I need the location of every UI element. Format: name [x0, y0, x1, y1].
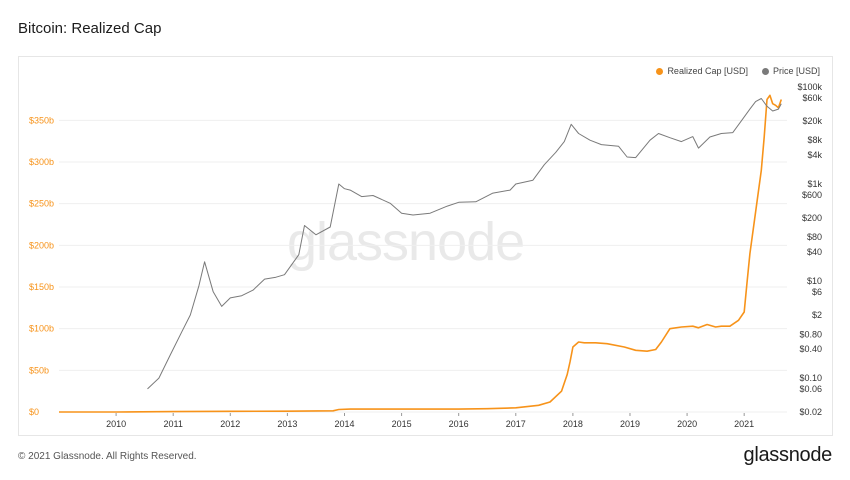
y-right-tick-label: $60k — [802, 93, 822, 103]
legend-label-price: Price [USD] — [772, 66, 820, 76]
y-right-tick-label: $40 — [807, 247, 822, 257]
legend-item-realized-cap[interactable]: Realized Cap [USD] — [656, 66, 748, 76]
legend-item-price[interactable]: Price [USD] — [761, 66, 820, 76]
y-right-tick-label: $6 — [812, 287, 822, 297]
page-title: Bitcoin: Realized Cap — [18, 20, 162, 37]
y-right-tick-label: $0.10 — [799, 373, 822, 383]
legend-label-realized-cap: Realized Cap [USD] — [667, 66, 748, 76]
y-left-tick-label: $300b — [29, 157, 54, 167]
y-right-tick-label: $80 — [807, 232, 822, 242]
legend-dot-realized-cap — [656, 67, 664, 75]
y-right-tick-label: $200 — [802, 213, 822, 223]
x-tick-label: 2017 — [506, 419, 526, 429]
y-left-tick-label: $250b — [29, 199, 54, 209]
x-tick-label: 2019 — [620, 419, 640, 429]
y-right-tick-label: $4k — [807, 150, 822, 160]
y-right-tick-label: $600 — [802, 190, 822, 200]
y-right-tick-label: $20k — [802, 116, 822, 126]
brand-logo: glassnode — [743, 444, 833, 466]
x-tick-label: 2018 — [563, 419, 583, 429]
chart-frame: glassnode $0 $50b $100b $150b $200b $250b $300… — [18, 56, 833, 436]
chart-svg: $0 $50b $100b $150b $200b $250b $300b $350b $100… — [29, 82, 822, 429]
y-right-tick-label: $8k — [807, 135, 822, 145]
x-tick-label: 2013 — [277, 419, 297, 429]
x-tick-label: 2015 — [392, 419, 412, 429]
y-left-tick-label: $350b — [29, 115, 54, 125]
x-tick-label: 2012 — [220, 419, 240, 429]
x-tick-label: 2011 — [164, 419, 183, 429]
series-line-price — [147, 98, 782, 390]
y-right-tick-label: $0.06 — [799, 384, 822, 394]
y-right-tick-label: $1k — [807, 179, 822, 189]
y-right-tick-label: $2 — [812, 310, 822, 320]
chart-legend: Realized Cap [USD] Price [USD] — [656, 66, 820, 76]
y-right-tick-label: $0.80 — [799, 329, 822, 339]
y-right-tick-label: $0.40 — [799, 344, 822, 354]
copyright-text: © 2021 Glassnode. All Rights Reserved. — [18, 451, 197, 462]
y-left-tick-label: $100b — [29, 324, 54, 334]
x-tick-label: 2021 — [734, 419, 754, 429]
legend-dot-price — [761, 67, 769, 75]
x-tick-label: 2020 — [677, 419, 697, 429]
x-tick-label: 2014 — [334, 419, 354, 429]
y-left-tick-label: $50b — [29, 365, 49, 375]
x-tick-label: 2010 — [106, 419, 126, 429]
y-left-tick-label: $0 — [29, 407, 39, 417]
y-right-tick-label: $100k — [797, 82, 822, 92]
series-line-realized-cap — [59, 94, 783, 413]
y-left-tick-label: $200b — [29, 240, 54, 250]
y-left-tick-label: $150b — [29, 282, 54, 292]
y-right-tick-label: $10 — [807, 276, 822, 286]
x-tick-label: 2016 — [449, 419, 469, 429]
y-right-tick-label: $0.02 — [799, 407, 822, 417]
